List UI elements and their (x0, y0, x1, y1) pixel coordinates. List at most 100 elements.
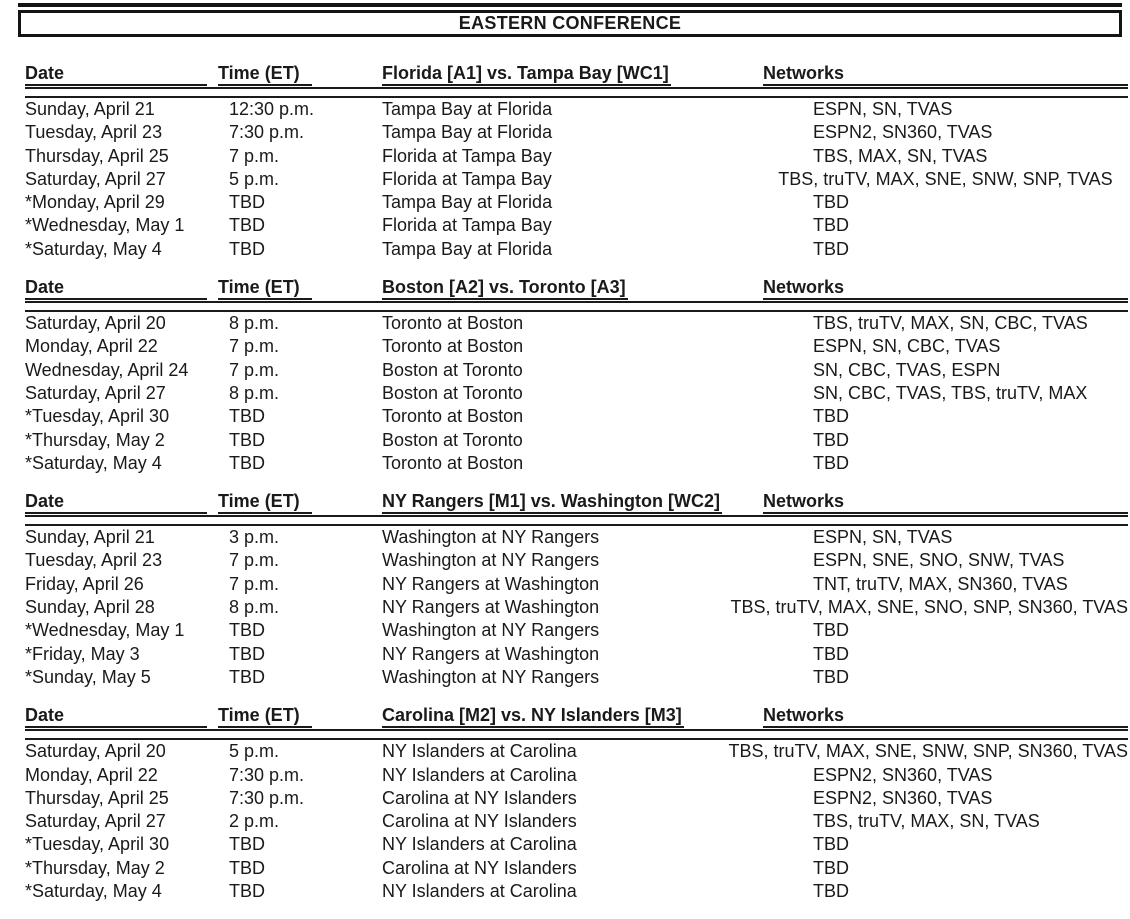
table-row: Wednesday, April 24 7 p.m. Boston at Tor… (25, 359, 1128, 382)
game-networks: TBD (700, 191, 1128, 214)
networks-list: TBD (813, 643, 849, 664)
game-date: *Thursday, May 2 (25, 429, 165, 450)
networks-list: TBD (813, 215, 849, 236)
game-time: TBD (229, 620, 265, 641)
networks-list: TBS, truTV, MAX, SNE, SNW, SNP, SN360, T… (728, 741, 1128, 762)
networks-list: TBD (813, 666, 849, 687)
networks-left-spacer (700, 787, 813, 810)
game-time: 5 p.m. (229, 168, 280, 189)
networks-left-spacer (700, 549, 813, 572)
game-date: *Saturday, May 4 (25, 881, 162, 902)
table-row: *Monday, April 29 TBD Tampa Bay at Flori… (25, 191, 1128, 214)
header-double-rule (25, 515, 1128, 527)
column-header-date: Date (25, 277, 207, 301)
networks-list: TBS, truTV, MAX, SNE, SNO, SNP, SN360, T… (730, 597, 1128, 618)
game-networks: ESPN2, SN360, TVAS (700, 121, 1128, 144)
series-table-carolina-nyislanders: Date Time (ET) Carolina [M2] vs. NY Isla… (25, 705, 1128, 903)
header-double-rule (25, 729, 1128, 741)
networks-right-spacer (849, 214, 889, 237)
networks-left-spacer (700, 335, 813, 358)
networks-right-spacer (849, 857, 889, 880)
networks-right-spacer (1064, 549, 1104, 572)
table-row: Sunday, April 21 12:30 p.m. Tampa Bay at… (25, 98, 1128, 121)
networks-left-spacer (700, 740, 729, 763)
game-date: Monday, April 22 (25, 764, 158, 785)
game-date: *Tuesday, April 30 (25, 406, 170, 427)
game-time: 3 p.m. (229, 527, 280, 548)
networks-list: TBD (813, 406, 849, 427)
table-row: Saturday, April 27 2 p.m. Carolina at NY… (25, 810, 1128, 833)
table-row: Monday, April 22 7 p.m. Toronto at Bosto… (25, 335, 1128, 358)
table-header-row: Date Time (ET) Boston [A2] vs. Toronto [… (25, 277, 1128, 301)
game-networks: TBD (700, 666, 1128, 689)
game-networks: TBS, truTV, MAX, SN, CBC, TVAS (700, 312, 1128, 335)
game-time: 7 p.m. (229, 573, 280, 594)
networks-left-spacer (700, 880, 813, 903)
game-date: *Tuesday, April 30 (25, 834, 170, 855)
column-header-networks: Networks (763, 277, 1128, 301)
game-matchup: Florida at Tampa Bay (382, 215, 552, 236)
networks-left-spacer (700, 452, 813, 475)
table-row: *Saturday, May 4 TBD NY Islanders at Car… (25, 880, 1128, 903)
networks-right-spacer (1068, 573, 1108, 596)
networks-left-spacer (700, 238, 813, 261)
networks-right-spacer (849, 619, 889, 642)
game-time: TBD (229, 429, 265, 450)
game-matchup: NY Islanders at Carolina (382, 881, 577, 902)
game-date: Tuesday, April 23 (25, 122, 163, 143)
header-double-rule (25, 87, 1128, 98)
table-row: *Wednesday, May 1 TBD Washington at NY R… (25, 619, 1128, 642)
game-matchup: NY Islanders at Carolina (382, 764, 577, 785)
networks-left-spacer (700, 359, 813, 382)
game-matchup: Toronto at Boston (382, 313, 524, 334)
series-title: Carolina [M2] vs. NY Islanders [M3] (382, 705, 684, 729)
networks-right-spacer (849, 880, 889, 903)
game-networks: TBD (700, 452, 1128, 475)
table-body: Sunday, April 21 3 p.m. Washington at NY… (25, 526, 1128, 689)
column-header-time: Time (ET) (218, 705, 312, 729)
networks-list: TNT, truTV, MAX, SN360, TVAS (813, 573, 1068, 594)
game-date: *Thursday, May 2 (25, 857, 165, 878)
networks-right-spacer (1088, 312, 1128, 335)
game-time: 8 p.m. (229, 313, 280, 334)
game-date: Monday, April 22 (25, 336, 158, 357)
table-body: Sunday, April 21 12:30 p.m. Tampa Bay at… (25, 98, 1128, 261)
game-networks: TBD (700, 833, 1128, 856)
game-networks: TBD (700, 857, 1128, 880)
game-time: 12:30 p.m. (229, 99, 315, 119)
game-time: 8 p.m. (229, 597, 280, 618)
column-header-networks: Networks (763, 491, 1128, 515)
game-time: 8 p.m. (229, 382, 280, 403)
game-networks: TBS, truTV, MAX, SN, TVAS (700, 810, 1128, 833)
networks-right-spacer (849, 191, 889, 214)
game-date: *Monday, April 29 (25, 192, 165, 213)
networks-left-spacer (700, 764, 813, 787)
page-title: EASTERN CONFERENCE (458, 13, 682, 33)
networks-right-spacer (849, 429, 889, 452)
game-matchup: Toronto at Boston (382, 452, 524, 473)
table-row: *Saturday, May 4 TBD Tampa Bay at Florid… (25, 238, 1128, 261)
table-row: *Thursday, May 2 TBD Boston at Toronto T… (25, 429, 1128, 452)
game-time: 7 p.m. (229, 336, 280, 357)
table-header-row: Date Time (ET) Florida [A1] vs. Tampa Ba… (25, 63, 1128, 86)
game-networks: ESPN2, SN360, TVAS (700, 764, 1128, 787)
game-matchup: NY Islanders at Carolina (382, 741, 577, 762)
networks-right-spacer (992, 787, 1032, 810)
series-table-boston-toronto: Date Time (ET) Boston [A2] vs. Toronto [… (25, 277, 1128, 475)
networks-left-spacer (700, 619, 813, 642)
networks-right-spacer (1000, 359, 1040, 382)
networks-right-spacer (849, 833, 889, 856)
game-time: 7:30 p.m. (229, 122, 305, 143)
game-networks: ESPN, SNE, SNO, SNW, TVAS (700, 549, 1128, 572)
game-networks: ESPN, SN, TVAS (700, 98, 1128, 121)
table-row: Sunday, April 28 8 p.m. NY Rangers at Wa… (25, 596, 1128, 619)
schedule-content: Date Time (ET) Florida [A1] vs. Tampa Ba… (25, 63, 1128, 919)
networks-right-spacer (849, 405, 889, 428)
game-date: Saturday, April 20 (25, 313, 166, 334)
game-time: TBD (229, 857, 265, 878)
networks-right-spacer (952, 526, 992, 549)
game-date: Thursday, April 25 (25, 145, 169, 166)
networks-left-spacer (700, 214, 813, 237)
series-table-florida-tampabay: Date Time (ET) Florida [A1] vs. Tampa Ba… (25, 63, 1128, 261)
networks-right-spacer (849, 643, 889, 666)
